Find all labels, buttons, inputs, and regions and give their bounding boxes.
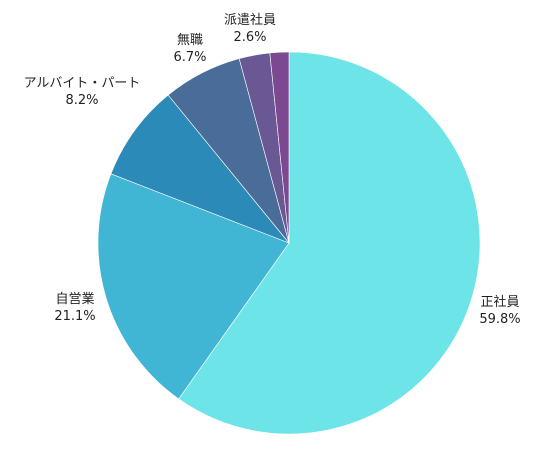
- slice-label-name: 無職: [177, 33, 203, 48]
- pie-labels: 正社員 59.8% 自営業 21.1% アルバイト・パート 8.2% 無職 6.7% 派遣社員 2…: [24, 12, 521, 327]
- slice-label-4: 派遣社員 2.6%: [224, 12, 276, 45]
- pie-slice-2: [110, 94, 290, 244]
- slice-label-3: 無職 6.7%: [173, 33, 206, 65]
- slice-label-value: 2.6%: [233, 30, 266, 45]
- pie-slice-0: [178, 51, 481, 435]
- slice-label-name: アルバイト・パート: [24, 76, 141, 91]
- slice-label-name: 派遣社員: [224, 12, 276, 28]
- pie-slice-5: [269, 51, 290, 244]
- slice-label-0: 正社員 59.8%: [479, 294, 520, 327]
- slice-label-value: 8.2%: [65, 93, 98, 108]
- slice-label-name: 自営業: [55, 291, 94, 307]
- pie-slice-1: [97, 173, 290, 400]
- slice-label-value: 59.8%: [479, 312, 520, 327]
- slice-label-value: 6.7%: [173, 50, 206, 65]
- slice-label-1: 自営業 21.1%: [54, 291, 95, 324]
- slice-label-name: 正社員: [480, 294, 519, 310]
- slice-label-value: 21.1%: [54, 309, 95, 324]
- pie-slices: [97, 51, 481, 435]
- slice-label-2: アルバイト・パート 8.2%: [24, 76, 141, 108]
